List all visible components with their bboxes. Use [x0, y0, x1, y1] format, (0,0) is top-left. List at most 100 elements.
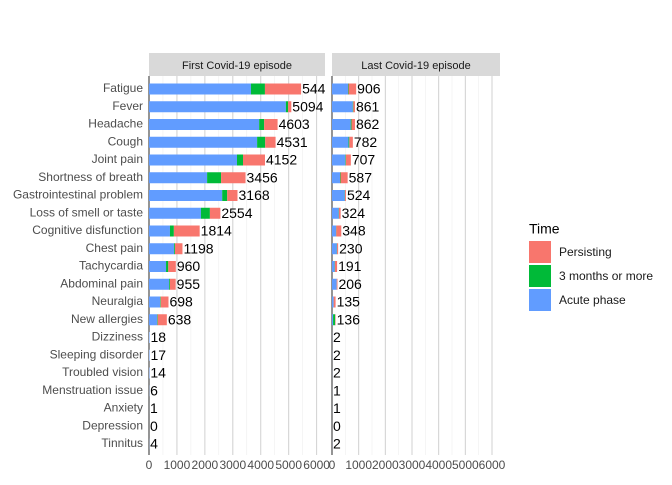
bar-segment: [332, 84, 348, 95]
value-label: 2: [333, 365, 341, 381]
bar-segment: [168, 261, 176, 272]
bar-segment: [243, 155, 265, 166]
legend-title: Time: [529, 221, 560, 237]
y-tick-label: Cognitive disfunction: [32, 223, 143, 237]
value-label: 230: [339, 240, 363, 256]
y-tick-label: Gastrointestinal problem: [13, 188, 143, 202]
value-label: 2: [333, 436, 341, 452]
bar-segment: [332, 172, 340, 183]
bar-segment: [157, 314, 158, 325]
bar-segment: [210, 208, 220, 219]
value-label: 348: [342, 223, 366, 239]
value-label: 0: [333, 418, 341, 434]
value-label: 3456: [247, 169, 278, 185]
bar-segment: [345, 155, 346, 166]
value-label: 18: [151, 329, 167, 345]
bar-segment: [149, 243, 174, 254]
bar-segment: [264, 119, 277, 130]
y-tick-label: Tachycardia: [79, 259, 143, 273]
bar-segment: [335, 261, 337, 272]
bar-segment: [149, 172, 207, 183]
bar-segment: [336, 226, 341, 237]
value-label: 638: [168, 311, 192, 327]
bar-segment: [332, 243, 337, 254]
bar-segment: [348, 84, 349, 95]
bar-segment: [201, 208, 210, 219]
y-tick-label: Troubled vision: [62, 365, 143, 379]
bar-segment: [149, 119, 259, 130]
bar-segment: [345, 190, 346, 201]
value-label: 0: [150, 418, 158, 434]
value-label: 324: [342, 205, 366, 221]
bar-segment: [332, 155, 345, 166]
bar-segment: [340, 172, 341, 183]
x-tick-label: 6000: [303, 458, 330, 472]
legend-label: Acute phase: [559, 293, 626, 307]
bar-segment: [265, 137, 275, 148]
value-label: 14: [150, 365, 166, 381]
bar-segment: [332, 297, 334, 308]
bar-segment: [332, 190, 345, 201]
panel-title: Last Covid-19 episode: [361, 60, 470, 72]
value-label: 4152: [266, 152, 297, 168]
value-label: 1: [333, 400, 341, 416]
y-tick-label: Fatigue: [103, 81, 143, 95]
value-label: 861: [356, 98, 380, 114]
value-label: 135: [337, 294, 361, 310]
bar-segment: [337, 243, 338, 254]
bar-segment: [169, 279, 170, 290]
x-tick-label: 1000: [345, 458, 372, 472]
bar-segment: [149, 279, 169, 290]
bar-segment: [334, 297, 336, 308]
value-label: 1: [150, 400, 158, 416]
bar-segment: [349, 137, 350, 148]
bar-segment: [149, 137, 257, 148]
value-label: 1: [333, 382, 341, 398]
bar-segment: [341, 172, 348, 183]
x-tick-label: 4000: [425, 458, 452, 472]
bar-segment: [332, 137, 349, 148]
bar-segment: [265, 84, 301, 95]
value-label: 4603: [279, 116, 310, 132]
bar-segment: [332, 226, 336, 237]
bar-segment: [332, 101, 353, 112]
bar-segment: [332, 119, 351, 130]
bar-segment: [149, 297, 160, 308]
bar-segment: [259, 119, 264, 130]
bar-segment: [158, 314, 167, 325]
value-label: 2: [333, 347, 341, 363]
y-tick-label: Depression: [82, 418, 143, 432]
bar-segment: [257, 137, 265, 148]
value-label: 206: [338, 276, 362, 292]
value-label: 4531: [277, 134, 308, 150]
bar-segment: [170, 279, 176, 290]
value-label: 1198: [183, 240, 213, 256]
value-label: 544: [302, 81, 326, 97]
bar-segment: [339, 208, 341, 219]
y-tick-label: Sleeping disorder: [50, 347, 143, 361]
bar-segment: [286, 101, 288, 112]
bar-segment: [149, 226, 170, 237]
y-tick-label: Tinnitus: [101, 436, 143, 450]
bar-segment: [207, 172, 221, 183]
bar-segment: [332, 261, 335, 272]
y-tick-label: New allergies: [71, 312, 143, 326]
y-tick-label: Fever: [112, 99, 143, 113]
bar-segment: [349, 137, 353, 148]
y-tick-label: Loss of smell or taste: [30, 205, 144, 219]
value-label: 862: [356, 116, 380, 132]
bars: 9068618627827075875243243482301912061351…: [332, 81, 381, 452]
x-tick-label: 3000: [399, 458, 426, 472]
x-tick-label: 0: [146, 458, 153, 472]
bar-segment: [251, 84, 265, 95]
y-tick-label: Anxiety: [104, 401, 143, 415]
y-tick-label: Neuralgia: [92, 294, 144, 308]
value-label: 17: [150, 347, 166, 363]
y-tick-label: Cough: [108, 134, 143, 148]
bar-segment: [166, 261, 168, 272]
value-label: 5094: [292, 98, 323, 114]
x-tick-label: 0: [329, 458, 336, 472]
bar-segment: [149, 190, 222, 201]
bar-segment: [337, 279, 338, 290]
